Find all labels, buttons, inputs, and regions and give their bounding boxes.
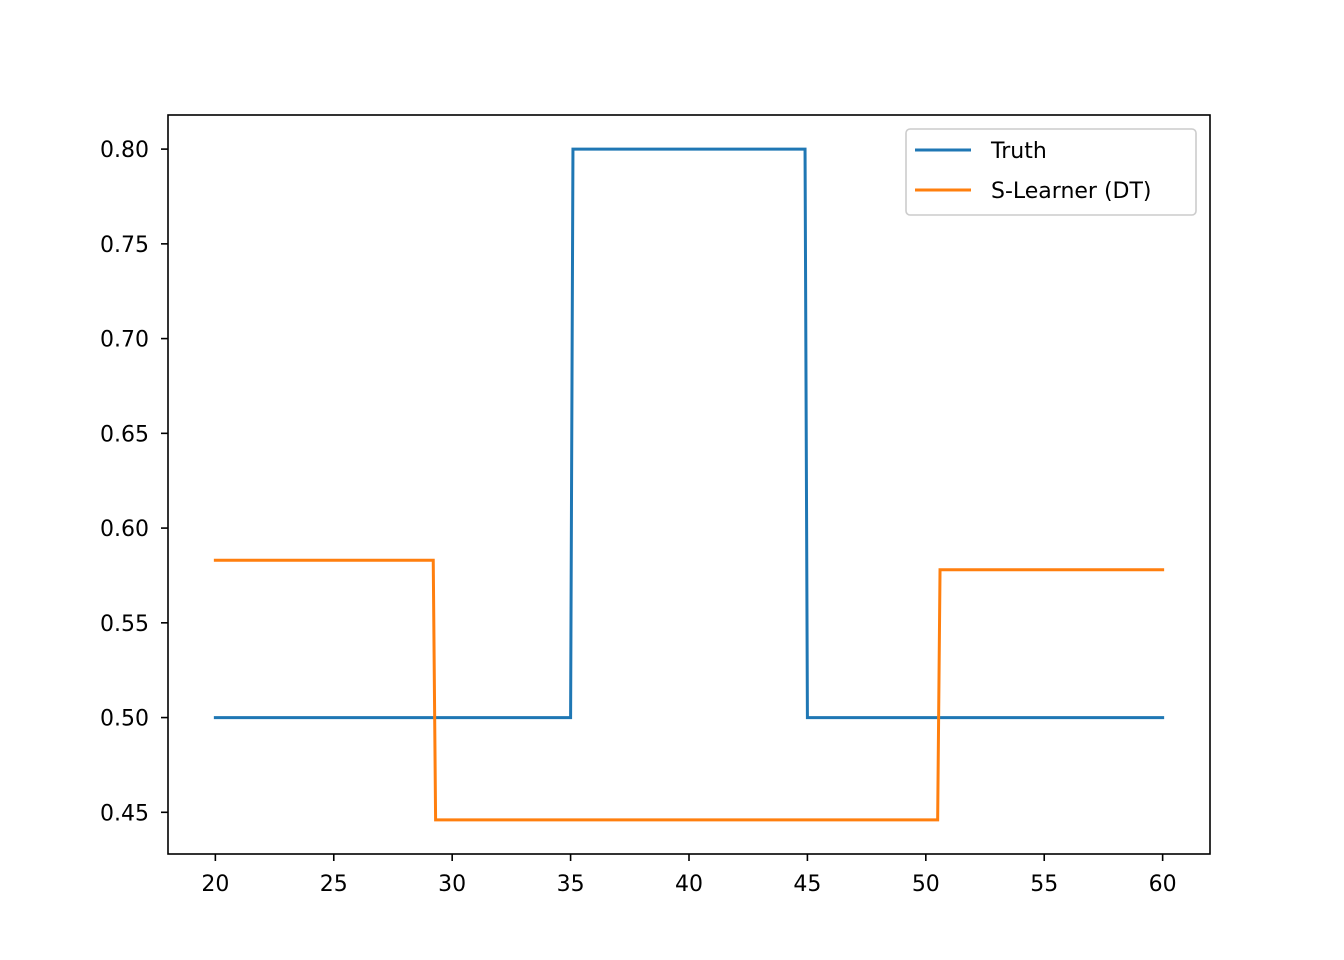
y-tick-label: 0.80 — [100, 138, 149, 163]
y-tick-label: 0.55 — [100, 612, 149, 637]
legend-box — [905, 128, 1197, 216]
x-axis: 20 25 30 35 40 45 50 55 60 — [201, 854, 1177, 897]
x-tick-label: 55 — [1030, 872, 1058, 897]
x-tick-label: 50 — [912, 872, 940, 897]
x-tick-label: 40 — [675, 872, 703, 897]
plot-frame — [167, 114, 1211, 855]
x-tick-label: 45 — [793, 872, 821, 897]
y-tick-label: 0.50 — [100, 707, 149, 732]
legend-label: S-Learner (DT) — [991, 179, 1152, 204]
x-tick-label: 35 — [557, 872, 585, 897]
y-tick-label: 0.70 — [100, 328, 149, 353]
series-line-2 — [213, 558, 1165, 822]
series-line-1 — [213, 147, 1165, 720]
y-tick-label: 0.45 — [100, 801, 149, 826]
x-tick-label: 60 — [1149, 872, 1177, 897]
x-tick-label: 30 — [438, 872, 466, 897]
plot-series — [213, 147, 1165, 822]
legend: Truth S-Learner (DT) — [905, 128, 1197, 216]
y-axis: 0.45 0.50 0.55 0.60 0.65 0.70 0.75 0.80 — [100, 138, 168, 826]
y-tick-label: 0.65 — [100, 422, 149, 447]
x-tick-label: 20 — [201, 872, 229, 897]
x-tick-label: 25 — [320, 872, 348, 897]
legend-label: Truth — [990, 139, 1047, 164]
y-tick-label: 0.60 — [100, 517, 149, 542]
y-tick-label: 0.75 — [100, 233, 149, 258]
